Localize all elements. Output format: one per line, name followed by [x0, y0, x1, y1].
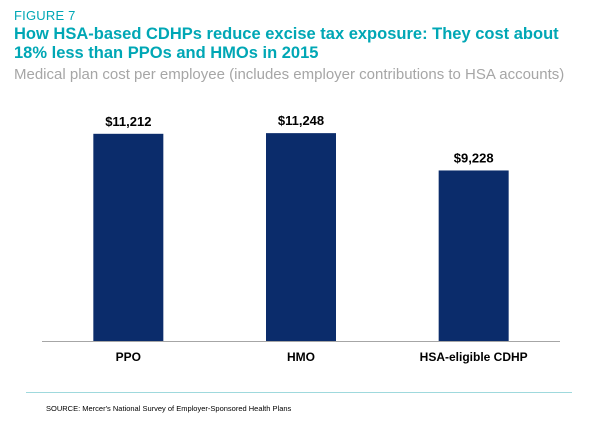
bar-hsa-eligible-cdhp	[438, 170, 509, 341]
source-note: SOURCE: Mercer's National Survey of Empl…	[46, 404, 292, 413]
data-label: $11,212	[105, 114, 151, 129]
category-tick-label: HSA-eligible CDHP	[420, 350, 528, 364]
footer-divider	[26, 392, 572, 393]
chart-subtitle: Medical plan cost per employee (includes…	[14, 66, 565, 83]
figure-label: FIGURE 7	[14, 8, 76, 23]
data-label: $9,228	[454, 150, 494, 165]
bar-hmo	[266, 133, 336, 341]
chart-title: How HSA-based CDHPs reduce excise tax ex…	[14, 25, 559, 62]
bar-ppo	[93, 133, 164, 341]
data-label: $11,248	[278, 113, 324, 128]
category-tick-label: PPO	[116, 350, 141, 364]
category-tick-label: HMO	[287, 350, 315, 364]
bars-layer: $11,212 PPO $11,248 HMO $9,228 HSA-eligible C…	[93, 113, 528, 364]
